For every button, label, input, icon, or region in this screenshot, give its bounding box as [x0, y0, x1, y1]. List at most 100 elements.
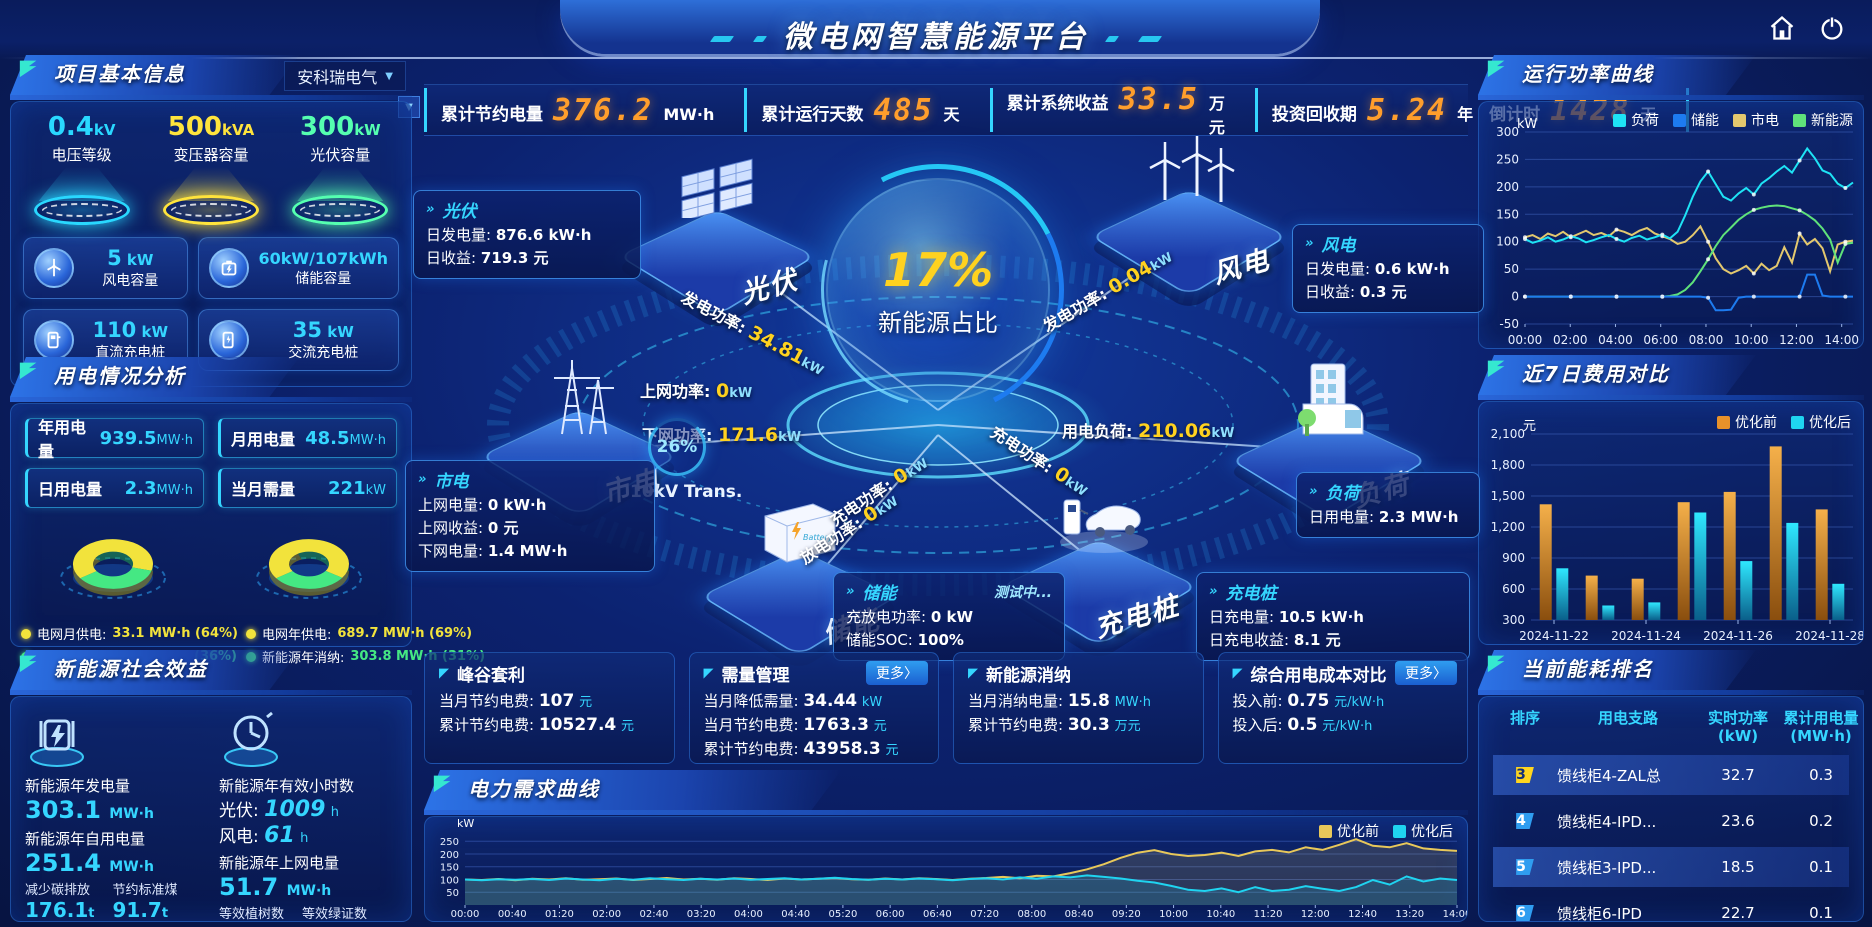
svg-text:150: 150 [1496, 207, 1519, 221]
table-row[interactable]: 6 馈线柜6-IPD 22.7 0.1 [1493, 893, 1849, 922]
ranking-column-header: 用电支路 [1557, 709, 1699, 745]
legend-swatch-icon [1393, 825, 1406, 838]
capacity-ring: 300kW 光伏容量 [281, 112, 399, 225]
metric-row: 累计节约电费: 43958.3 元 [704, 738, 925, 762]
svg-text:12:40: 12:40 [1348, 909, 1377, 920]
ring-value: 500kVA [152, 112, 270, 142]
ring-label: 光伏容量 [281, 144, 399, 165]
usage-label: 年用电量 [38, 414, 100, 462]
panel-title: 当前能耗排名 [1478, 650, 1864, 688]
kpi-group: 累计运行天数 485 天 [744, 88, 989, 132]
legend-item: 优化后 [1791, 412, 1851, 432]
info-row: 储能SOC: 100% [846, 629, 1052, 652]
company-dropdown[interactable]: 安科瑞电气 ▼ [284, 61, 406, 91]
panel-title: 运行功率曲线 [1478, 55, 1864, 93]
legend-label: 优化后 [1809, 412, 1851, 432]
usage-stat: 日用电量 2.3MW·h [25, 468, 204, 508]
kpi-value: 33.5 [1119, 82, 1199, 117]
benefit-column: 新能源年有效小时数 光伏: 1009 h 风电: 61 h 新能源年上网电量 51.7 … [219, 707, 397, 922]
legend-label: 优化后 [1411, 821, 1453, 841]
branch-name: 馈线柜6-IPD [1557, 903, 1699, 923]
rank-badge: 3 [1516, 767, 1534, 783]
ranking-header-row: 排序 用电支路 实时功率 (kW) 累计用电量 (MW·h) [1493, 709, 1849, 755]
benefit-label: 新能源年发电量 [25, 775, 203, 796]
ranking-column-header: 累计用电量 (MW·h) [1777, 709, 1864, 745]
capacity-value: 60kW/107kWh [259, 249, 388, 268]
ac-charger-icon [209, 320, 249, 360]
title-slash-icon [752, 36, 766, 42]
svg-text:300: 300 [1496, 125, 1519, 139]
svg-text:50: 50 [446, 888, 459, 899]
branch-name: 馈线柜4-IPD... [1557, 811, 1699, 832]
svg-text:14:00: 14:00 [1824, 333, 1859, 347]
info-card-5: » 储能 测试中... 充放电功率: 0 kW 储能SOC: 100% [833, 572, 1065, 661]
flow-name: 用电负荷: [1062, 422, 1132, 441]
more-button[interactable]: 更多〉 [1395, 661, 1457, 685]
flag-icon: ◤ [704, 666, 714, 681]
svg-text:12:00: 12:00 [1301, 909, 1330, 920]
arrow-icon: » [426, 202, 434, 217]
legend-label: 优化前 [1735, 412, 1777, 432]
more-button[interactable]: 更多〉 [866, 661, 928, 685]
page-title: 微电网智慧能源平台 [0, 12, 1872, 56]
panel-title: 用电情况分析 [10, 357, 412, 395]
metric-card-title: 峰谷套利 [457, 661, 525, 686]
arrow-icon: » [418, 472, 426, 487]
svg-text:02:00: 02:00 [1553, 333, 1588, 347]
rank-badge: 6 [1516, 905, 1534, 921]
svg-text:07:20: 07:20 [970, 909, 999, 920]
metric-card-title: 需量管理 [722, 661, 790, 686]
table-row[interactable]: 5 馈线柜3-IPD... 18.5 0.1 [1493, 847, 1849, 887]
usage-donuts [11, 512, 411, 620]
benefit-sub-stat: 节约标准煤 91.7t [112, 879, 177, 922]
demand-curve-legend: 优化前 优化后 [1319, 821, 1453, 841]
svg-text:08:00: 08:00 [1689, 333, 1724, 347]
legend-swatch-icon [1717, 416, 1730, 429]
monthly-mix-donut [33, 516, 193, 620]
svg-text:100: 100 [1496, 235, 1519, 249]
kpi-label: 累计节约电量 [441, 100, 543, 125]
usage-stat: 年用电量 939.5MW·h [25, 418, 204, 458]
title-slash-icon [1138, 36, 1162, 42]
power-icon[interactable] [1818, 14, 1846, 42]
home-icon[interactable] [1768, 14, 1796, 42]
capacity-ring: 500kVA 变压器容量 [152, 112, 270, 225]
benefit-sub-stat: 减少碳排放 176.1t [25, 879, 94, 922]
svg-text:00:40: 00:40 [498, 909, 527, 920]
svg-text:04:40: 04:40 [781, 909, 810, 920]
kpi-value: 485 [873, 93, 933, 128]
svg-text:250: 250 [1496, 152, 1519, 166]
svg-text:13:20: 13:20 [1395, 909, 1424, 920]
info-card-3: » 市电 上网电量: 0 kW·h 上网收益: 0 元下网电量: 1.4 MW·h [405, 460, 655, 572]
svg-text:06:00: 06:00 [876, 909, 905, 920]
svg-text:00:00: 00:00 [1508, 333, 1543, 347]
capacity-value: 110 kW [84, 318, 177, 342]
usage-value: 221kW [328, 478, 386, 499]
info-card-title: 充电桩 [1225, 579, 1276, 604]
panel-demand-curve: 电力需求曲线 优化前 优化后 50 100 150 200 250 00:00 00:40 01… [424, 770, 1468, 922]
ring-disc-icon [292, 195, 388, 225]
panel-project-info: 项目基本信息 安科瑞电气 ▼ 0.4kV 电压等级 500kVA 变压器容量 300kW… [10, 55, 412, 387]
table-row[interactable]: 4 馈线柜4-IPD... 23.6 0.2 [1493, 801, 1849, 841]
benefit-mid-label: 新能源年自用电量 [25, 828, 203, 849]
legend-swatch-icon [1791, 416, 1804, 429]
table-row[interactable]: 3 馈线柜4-ZAL总 32.7 0.3 [1493, 755, 1849, 795]
flow-name: 上网功率: [640, 382, 710, 401]
kpi-group: 累计节约电量 376.2 MW·h [424, 88, 744, 132]
realtime-power: 23.6 [1699, 812, 1777, 830]
cost-compare-chart: 3006009001,2001,5001,8002,100元2024-11-22… [1479, 402, 1863, 644]
power-tower-icon [534, 354, 624, 442]
svg-text:04:00: 04:00 [1598, 333, 1633, 347]
legend-label: 优化前 [1337, 821, 1379, 841]
svg-text:kW: kW [1517, 117, 1538, 132]
title-slash-icon [1105, 36, 1119, 42]
cumulative-energy: 0.2 [1777, 812, 1864, 830]
info-card-4: » 负荷 日用电量: 2.3 MW·h [1296, 472, 1480, 538]
wind-farm-icon [1141, 134, 1237, 218]
svg-text:11:20: 11:20 [1254, 909, 1283, 920]
info-card-title: 储能 [862, 579, 896, 604]
realtime-power: 32.7 [1699, 766, 1777, 784]
panel-cost-compare: 近7日费用对比 优化前 优化后 300 600 900 1,200 1,500 1,800 2… [1478, 355, 1864, 645]
transformer-load-value: 26% [657, 437, 698, 457]
clock-icon [219, 707, 283, 771]
